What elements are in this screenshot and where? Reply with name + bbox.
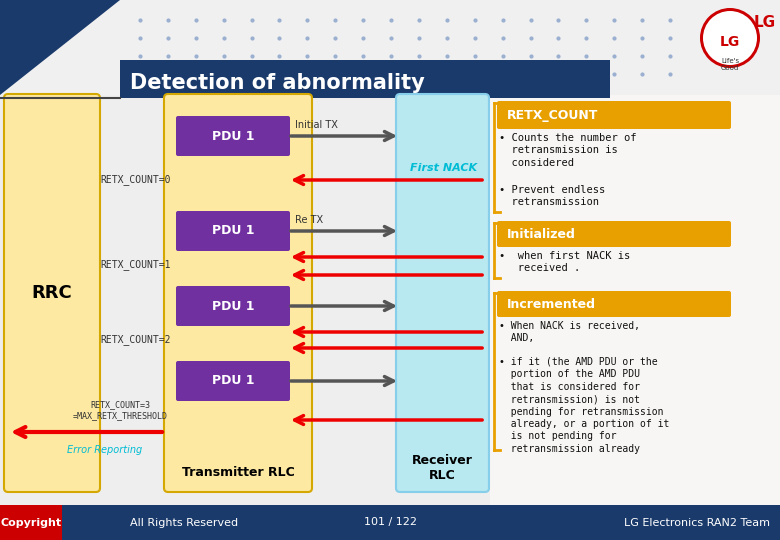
Text: • if it (the AMD PDU or the
  portion of the AMD PDU
  that is considered for
  : • if it (the AMD PDU or the portion of t… (499, 357, 669, 454)
Text: PDU 1: PDU 1 (211, 300, 254, 313)
Polygon shape (0, 0, 120, 95)
Text: Receiver
RLC: Receiver RLC (412, 454, 473, 482)
Text: Initial TX: Initial TX (295, 120, 338, 130)
Text: • Counts the number of
  retransmission is
  considered: • Counts the number of retransmission is… (499, 133, 636, 168)
Text: RETX_COUNT=2: RETX_COUNT=2 (100, 335, 171, 346)
Bar (120, 60, 610, 98)
Text: • When NACK is received,
  AND,: • When NACK is received, AND, (499, 321, 640, 343)
FancyBboxPatch shape (4, 94, 100, 492)
Text: Copyright: Copyright (1, 517, 62, 528)
Text: All Rights Reserved: All Rights Reserved (130, 517, 238, 528)
Text: First NACK: First NACK (410, 163, 477, 173)
Bar (490, 95, 780, 505)
FancyBboxPatch shape (176, 286, 290, 326)
Text: •  when first NACK is
   received .: • when first NACK is received . (499, 251, 630, 273)
Text: RETX_COUNT: RETX_COUNT (507, 109, 598, 122)
Text: RETX_COUNT=3
=MAX_RETX_THRESHOLD: RETX_COUNT=3 =MAX_RETX_THRESHOLD (73, 400, 168, 420)
FancyBboxPatch shape (176, 211, 290, 251)
Text: Error Reporting: Error Reporting (67, 445, 143, 455)
Text: RETX_COUNT=1: RETX_COUNT=1 (100, 260, 171, 271)
Circle shape (703, 11, 757, 65)
Text: Transmitter RLC: Transmitter RLC (182, 467, 294, 480)
Text: Re TX: Re TX (295, 215, 323, 225)
Text: PDU 1: PDU 1 (211, 130, 254, 143)
FancyBboxPatch shape (497, 221, 731, 247)
Text: • Prevent endless
  retransmission: • Prevent endless retransmission (499, 185, 605, 207)
Circle shape (700, 8, 760, 68)
Text: LG: LG (720, 35, 740, 49)
FancyBboxPatch shape (176, 361, 290, 401)
Bar (0, 0, 780, 95)
Text: LG Electronics RAN2 Team: LG Electronics RAN2 Team (624, 517, 770, 528)
Text: Initialized: Initialized (507, 227, 576, 240)
Text: RETX_COUNT=0: RETX_COUNT=0 (100, 174, 171, 185)
Text: Detection of abnormality: Detection of abnormality (130, 73, 425, 93)
Text: LG: LG (754, 15, 776, 30)
FancyBboxPatch shape (396, 94, 489, 492)
FancyBboxPatch shape (497, 101, 731, 129)
Text: 101 / 122: 101 / 122 (363, 517, 417, 528)
Text: Incremented: Incremented (507, 298, 596, 310)
FancyBboxPatch shape (176, 116, 290, 156)
Text: PDU 1: PDU 1 (211, 225, 254, 238)
FancyBboxPatch shape (164, 94, 312, 492)
FancyBboxPatch shape (497, 291, 731, 317)
Text: PDU 1: PDU 1 (211, 375, 254, 388)
Bar (0, 505, 780, 540)
Bar (490, 95, 780, 505)
Text: Life's
Good: Life's Good (721, 58, 739, 71)
Text: RRC: RRC (32, 284, 73, 302)
Bar (0, 505, 62, 540)
Bar (0, 95, 780, 505)
